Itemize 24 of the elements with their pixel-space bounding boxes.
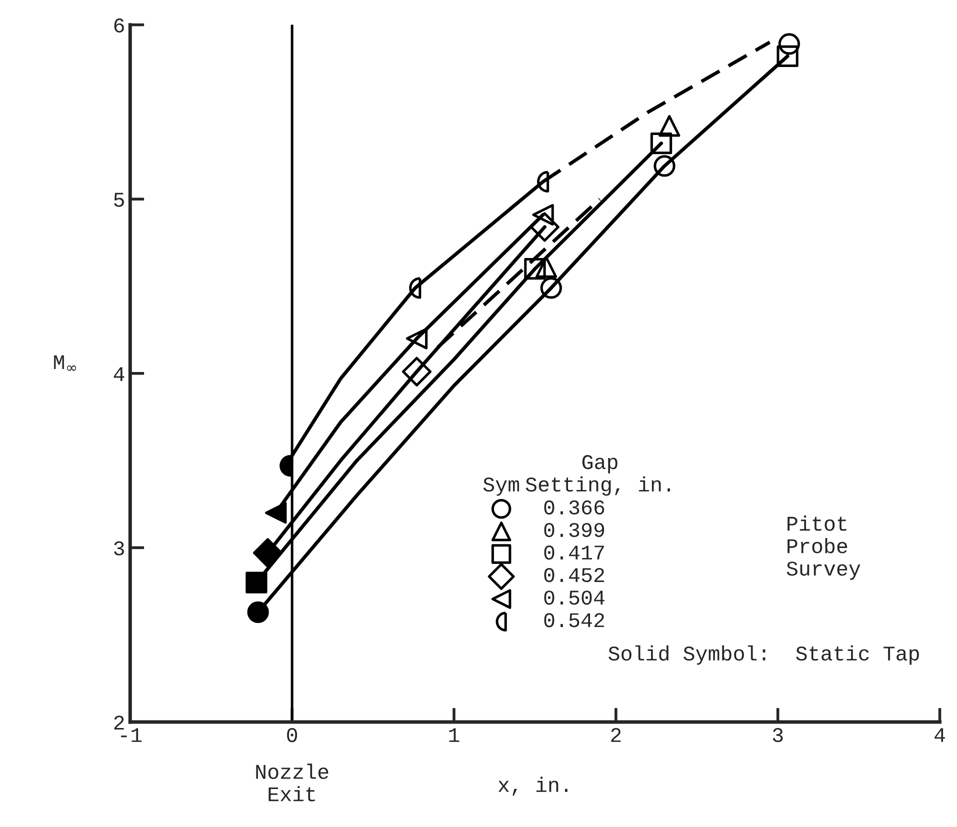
y-tick-label: 6 — [114, 18, 124, 33]
annotation: Solid Symbol: Static Tap — [608, 645, 919, 665]
x-tick-label: 1 — [449, 728, 460, 742]
x-axis-title: x, in. — [498, 776, 568, 796]
legend-label: 0.399 — [544, 522, 604, 538]
annotation: Pitot Probe Survey — [786, 516, 860, 580]
y-tick-label: 3 — [114, 541, 124, 556]
legend-title: Gap Setting, in. — [526, 455, 670, 496]
x-tick-label: 0 — [287, 728, 298, 742]
legend-label: 0.452 — [544, 568, 604, 582]
y-axis-title: M$_{∞}$ — [54, 355, 76, 371]
x-tick-label: -1 — [121, 728, 142, 742]
legend-label: 0.417 — [544, 545, 604, 560]
annotation: Sym — [483, 477, 520, 496]
y-tick-label: 4 — [114, 367, 124, 381]
legend-label: 0.366 — [544, 500, 604, 515]
x-tick-label: 3 — [772, 728, 783, 742]
x-tick-label: 4 — [934, 728, 945, 742]
ref-line-label: Nozzle Exit — [256, 764, 328, 802]
y-tick-label: 5 — [114, 192, 124, 207]
legend-label: 0.504 — [544, 590, 604, 605]
legend-label: 0.542 — [544, 613, 604, 628]
x-tick-label: 2 — [611, 728, 621, 742]
y-tick-label: 2 — [114, 716, 124, 730]
